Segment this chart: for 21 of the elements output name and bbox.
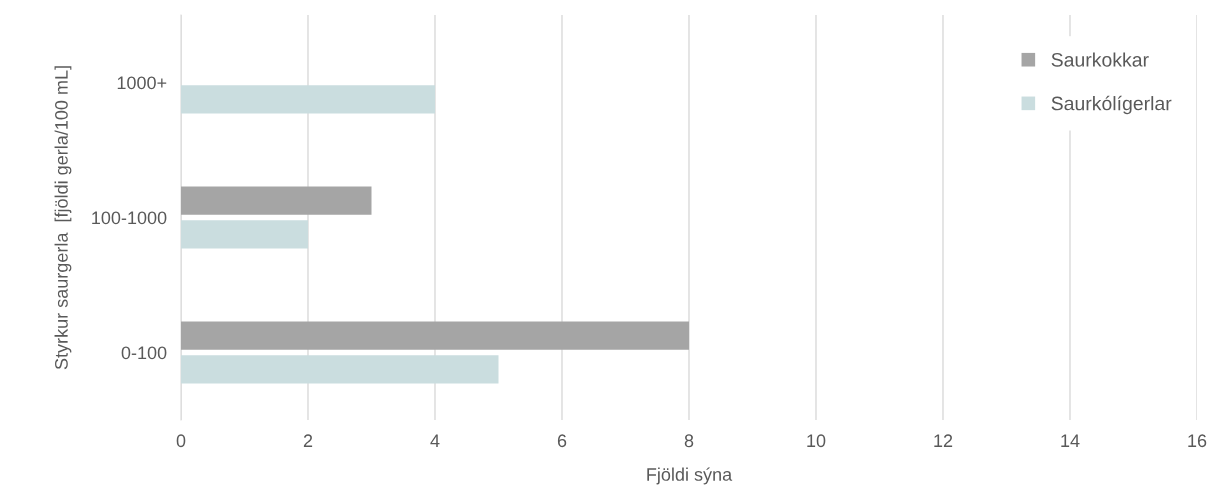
bar [181,220,308,249]
y-tick-label: 100-1000 [92,211,167,225]
y-tick-label: 1000+ [117,76,167,90]
legend-label: Saurkólígerlar [1051,95,1172,115]
x-tick-label: 2 [303,434,313,447]
x-tick-label: 12 [934,434,953,447]
x-tick-label: 10 [807,434,826,448]
x-tick-label: 6 [557,434,567,448]
legend-label: Saurkokkar [1051,52,1149,67]
bar [181,355,499,384]
x-axis-title: Fjöldi sýna [647,467,733,485]
x-tick-label: 16 [1188,434,1207,448]
x-tick-label: 14 [1061,434,1080,447]
bar [181,186,372,215]
x-tick-label: 0 [176,434,186,448]
x-tick-label: 8 [684,434,694,448]
x-tick-label: 4 [430,434,440,447]
y-axis-title: Styrkur saurgerla [fjöldi gerla/100 mL] [54,66,72,370]
bar [181,321,689,350]
y-tick-label: 0-100 [121,346,167,360]
bar [181,85,435,114]
